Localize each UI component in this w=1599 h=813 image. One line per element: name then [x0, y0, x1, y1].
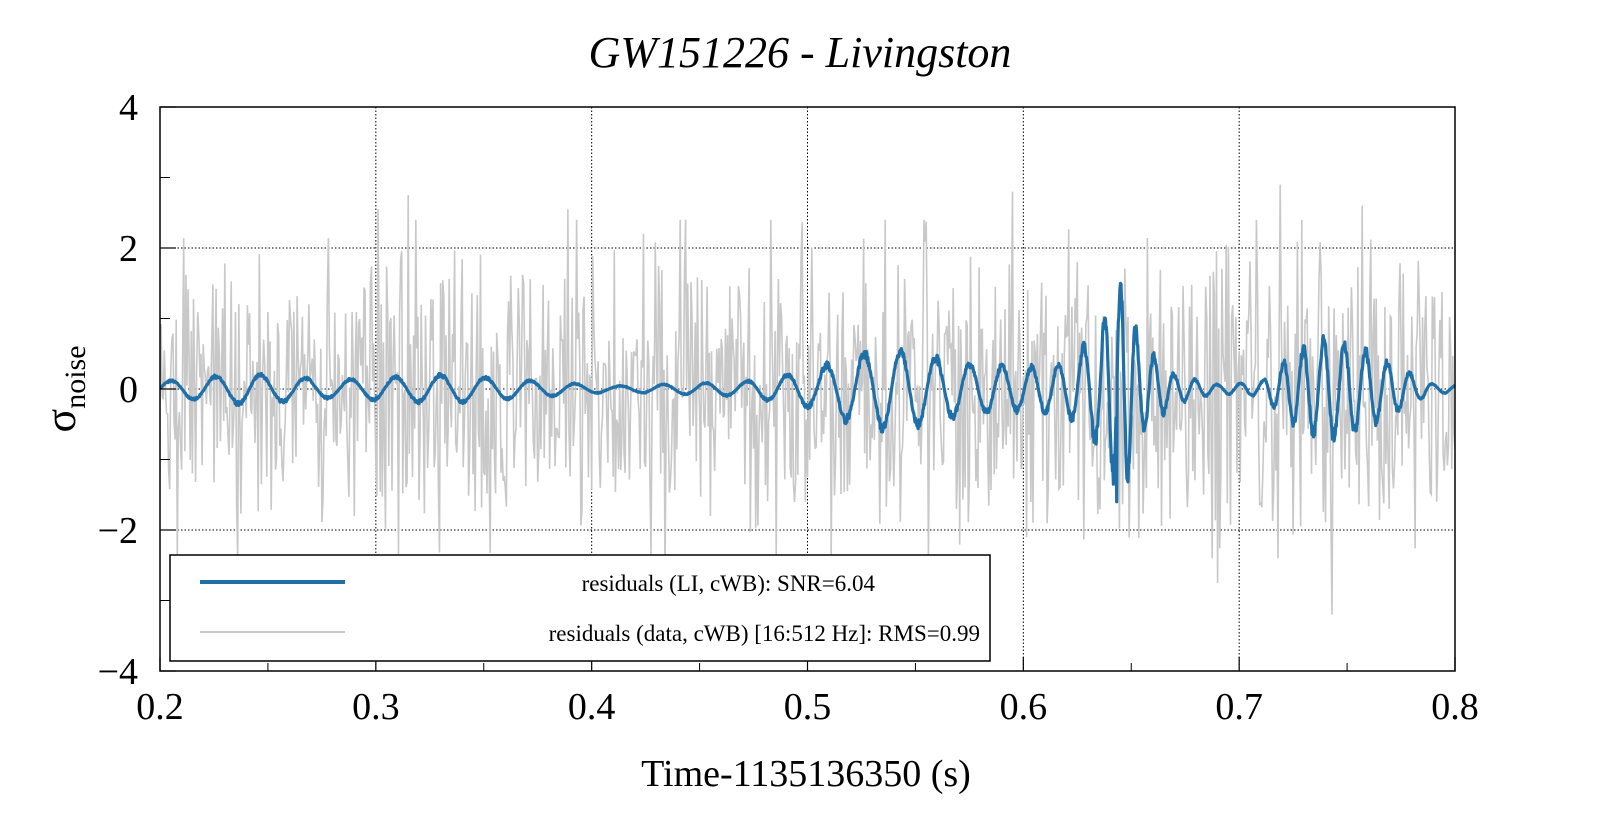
- chart-title: GW151226 - Livingston: [589, 28, 1012, 77]
- y-axis-label-base: σ: [36, 409, 85, 433]
- y-tick-label: −2: [98, 510, 138, 552]
- x-tick-label: 0.4: [568, 686, 616, 728]
- legend-label-li: residuals (LI, cWB): SNR=6.04: [582, 571, 876, 596]
- series-data-residuals: [160, 184, 1455, 615]
- plot-frame: [159, 106, 1456, 672]
- x-tick-label: 0.5: [784, 686, 832, 728]
- axis-ticks: 0.2 0.3 0.4 0.5 0.6 0.7 0.8 −4 −2 0 2 4: [98, 87, 1479, 728]
- x-tick-label: 0.2: [136, 686, 184, 728]
- series-li-residuals: [160, 281, 1455, 504]
- y-tick-label: 2: [119, 228, 138, 270]
- y-tick-label: −4: [98, 651, 138, 693]
- y-axis-label: σnoise: [36, 345, 92, 432]
- plot-area: [160, 184, 1455, 615]
- x-tick-label: 0.7: [1215, 686, 1263, 728]
- y-axis-label-sub: noise: [59, 345, 92, 408]
- legend: residuals (LI, cWB): SNR=6.04 residuals …: [169, 554, 991, 662]
- y-tick-label: 0: [119, 369, 138, 411]
- x-tick-label: 0.3: [352, 686, 400, 728]
- x-tick-label: 0.6: [1000, 686, 1048, 728]
- legend-label-data: residuals (data, cWB) [16:512 Hz]: RMS=0…: [549, 621, 980, 646]
- legend-box: [169, 554, 991, 662]
- y-tick-label: 4: [119, 87, 138, 129]
- x-axis-label: Time-1135136350 (s): [641, 753, 971, 795]
- x-tick-label: 0.8: [1431, 686, 1479, 728]
